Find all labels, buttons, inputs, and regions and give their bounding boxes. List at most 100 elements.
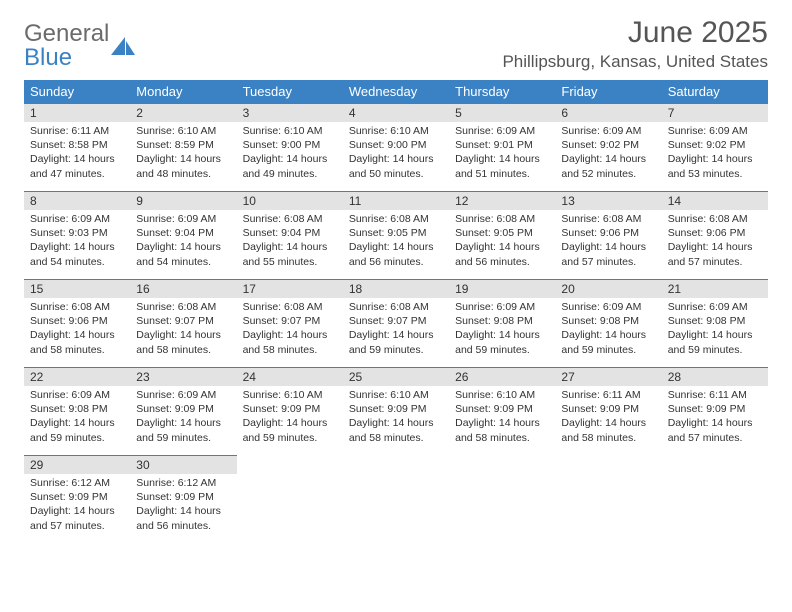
day-cell [343,455,449,543]
calendar-body: 1Sunrise: 6:11 AMSunset: 8:58 PMDaylight… [24,103,768,543]
day-content: Sunrise: 6:08 AMSunset: 9:07 PMDaylight:… [237,298,343,361]
day-cell: 17Sunrise: 6:08 AMSunset: 9:07 PMDayligh… [237,279,343,367]
day-number: 12 [449,192,555,210]
day-cell: 13Sunrise: 6:08 AMSunset: 9:06 PMDayligh… [555,191,661,279]
day-cell: 26Sunrise: 6:10 AMSunset: 9:09 PMDayligh… [449,367,555,455]
day-content: Sunrise: 6:08 AMSunset: 9:05 PMDaylight:… [449,210,555,273]
day-number: 24 [237,368,343,386]
day-content: Sunrise: 6:09 AMSunset: 9:09 PMDaylight:… [130,386,236,449]
day-cell: 1Sunrise: 6:11 AMSunset: 8:58 PMDaylight… [24,103,130,191]
day-content: Sunrise: 6:09 AMSunset: 9:08 PMDaylight:… [662,298,768,361]
day-cell: 11Sunrise: 6:08 AMSunset: 9:05 PMDayligh… [343,191,449,279]
day-number: 13 [555,192,661,210]
day-content: Sunrise: 6:08 AMSunset: 9:05 PMDaylight:… [343,210,449,273]
day-cell: 30Sunrise: 6:12 AMSunset: 9:09 PMDayligh… [130,455,236,543]
day-number: 10 [237,192,343,210]
day-cell: 14Sunrise: 6:08 AMSunset: 9:06 PMDayligh… [662,191,768,279]
day-number: 15 [24,280,130,298]
day-content: Sunrise: 6:09 AMSunset: 9:04 PMDaylight:… [130,210,236,273]
day-number: 19 [449,280,555,298]
day-content: Sunrise: 6:11 AMSunset: 8:58 PMDaylight:… [24,122,130,185]
day-number: 14 [662,192,768,210]
day-number: 23 [130,368,236,386]
header: General Blue June 2025 Phillipsburg, Kan… [24,16,768,72]
day-cell: 4Sunrise: 6:10 AMSunset: 9:00 PMDaylight… [343,103,449,191]
day-number: 7 [662,104,768,122]
day-number: 25 [343,368,449,386]
title-block: June 2025 Phillipsburg, Kansas, United S… [502,16,768,72]
logo-text-block: General Blue [24,22,109,70]
day-cell: 19Sunrise: 6:09 AMSunset: 9:08 PMDayligh… [449,279,555,367]
day-cell: 18Sunrise: 6:08 AMSunset: 9:07 PMDayligh… [343,279,449,367]
day-number: 16 [130,280,236,298]
day-content: Sunrise: 6:09 AMSunset: 9:02 PMDaylight:… [662,122,768,185]
location-subtitle: Phillipsburg, Kansas, United States [502,52,768,72]
day-content: Sunrise: 6:08 AMSunset: 9:04 PMDaylight:… [237,210,343,273]
day-number: 5 [449,104,555,122]
day-content: Sunrise: 6:09 AMSunset: 9:08 PMDaylight:… [24,386,130,449]
week-row: 29Sunrise: 6:12 AMSunset: 9:09 PMDayligh… [24,455,768,543]
col-thursday: Thursday [449,80,555,103]
day-cell [555,455,661,543]
day-cell: 6Sunrise: 6:09 AMSunset: 9:02 PMDaylight… [555,103,661,191]
day-content: Sunrise: 6:09 AMSunset: 9:08 PMDaylight:… [449,298,555,361]
week-row: 15Sunrise: 6:08 AMSunset: 9:06 PMDayligh… [24,279,768,367]
day-content: Sunrise: 6:09 AMSunset: 9:02 PMDaylight:… [555,122,661,185]
day-cell: 8Sunrise: 6:09 AMSunset: 9:03 PMDaylight… [24,191,130,279]
day-number: 22 [24,368,130,386]
col-wednesday: Wednesday [343,80,449,103]
day-cell: 3Sunrise: 6:10 AMSunset: 9:00 PMDaylight… [237,103,343,191]
col-friday: Friday [555,80,661,103]
day-number: 21 [662,280,768,298]
day-cell: 16Sunrise: 6:08 AMSunset: 9:07 PMDayligh… [130,279,236,367]
day-cell: 22Sunrise: 6:09 AMSunset: 9:08 PMDayligh… [24,367,130,455]
day-content: Sunrise: 6:09 AMSunset: 9:08 PMDaylight:… [555,298,661,361]
day-content: Sunrise: 6:08 AMSunset: 9:07 PMDaylight:… [130,298,236,361]
day-cell: 24Sunrise: 6:10 AMSunset: 9:09 PMDayligh… [237,367,343,455]
col-saturday: Saturday [662,80,768,103]
week-row: 1Sunrise: 6:11 AMSunset: 8:58 PMDaylight… [24,103,768,191]
day-content: Sunrise: 6:08 AMSunset: 9:07 PMDaylight:… [343,298,449,361]
logo-general: General [24,22,109,46]
day-cell [662,455,768,543]
day-cell: 20Sunrise: 6:09 AMSunset: 9:08 PMDayligh… [555,279,661,367]
month-title: June 2025 [502,16,768,50]
col-monday: Monday [130,80,236,103]
calendar-table: Sunday Monday Tuesday Wednesday Thursday… [24,80,768,543]
day-number: 27 [555,368,661,386]
day-cell: 28Sunrise: 6:11 AMSunset: 9:09 PMDayligh… [662,367,768,455]
day-content: Sunrise: 6:09 AMSunset: 9:01 PMDaylight:… [449,122,555,185]
logo: General Blue [24,22,137,70]
day-content: Sunrise: 6:10 AMSunset: 9:09 PMDaylight:… [449,386,555,449]
day-content: Sunrise: 6:12 AMSunset: 9:09 PMDaylight:… [130,474,236,537]
day-content: Sunrise: 6:09 AMSunset: 9:03 PMDaylight:… [24,210,130,273]
logo-blue: Blue [24,46,109,70]
day-content: Sunrise: 6:10 AMSunset: 9:00 PMDaylight:… [237,122,343,185]
day-content: Sunrise: 6:10 AMSunset: 9:09 PMDaylight:… [343,386,449,449]
col-tuesday: Tuesday [237,80,343,103]
day-cell: 12Sunrise: 6:08 AMSunset: 9:05 PMDayligh… [449,191,555,279]
day-content: Sunrise: 6:08 AMSunset: 9:06 PMDaylight:… [24,298,130,361]
day-content: Sunrise: 6:08 AMSunset: 9:06 PMDaylight:… [662,210,768,273]
day-cell [449,455,555,543]
day-content: Sunrise: 6:10 AMSunset: 9:00 PMDaylight:… [343,122,449,185]
day-content: Sunrise: 6:10 AMSunset: 8:59 PMDaylight:… [130,122,236,185]
day-number: 20 [555,280,661,298]
day-cell: 2Sunrise: 6:10 AMSunset: 8:59 PMDaylight… [130,103,236,191]
day-number: 30 [130,456,236,474]
week-row: 22Sunrise: 6:09 AMSunset: 9:08 PMDayligh… [24,367,768,455]
day-number: 11 [343,192,449,210]
week-row: 8Sunrise: 6:09 AMSunset: 9:03 PMDaylight… [24,191,768,279]
day-cell: 9Sunrise: 6:09 AMSunset: 9:04 PMDaylight… [130,191,236,279]
day-content: Sunrise: 6:11 AMSunset: 9:09 PMDaylight:… [555,386,661,449]
day-number: 6 [555,104,661,122]
day-cell: 10Sunrise: 6:08 AMSunset: 9:04 PMDayligh… [237,191,343,279]
day-number: 8 [24,192,130,210]
header-row: Sunday Monday Tuesday Wednesday Thursday… [24,80,768,103]
day-content: Sunrise: 6:08 AMSunset: 9:06 PMDaylight:… [555,210,661,273]
day-cell [237,455,343,543]
day-cell: 25Sunrise: 6:10 AMSunset: 9:09 PMDayligh… [343,367,449,455]
day-cell: 21Sunrise: 6:09 AMSunset: 9:08 PMDayligh… [662,279,768,367]
day-content: Sunrise: 6:10 AMSunset: 9:09 PMDaylight:… [237,386,343,449]
day-cell: 27Sunrise: 6:11 AMSunset: 9:09 PMDayligh… [555,367,661,455]
